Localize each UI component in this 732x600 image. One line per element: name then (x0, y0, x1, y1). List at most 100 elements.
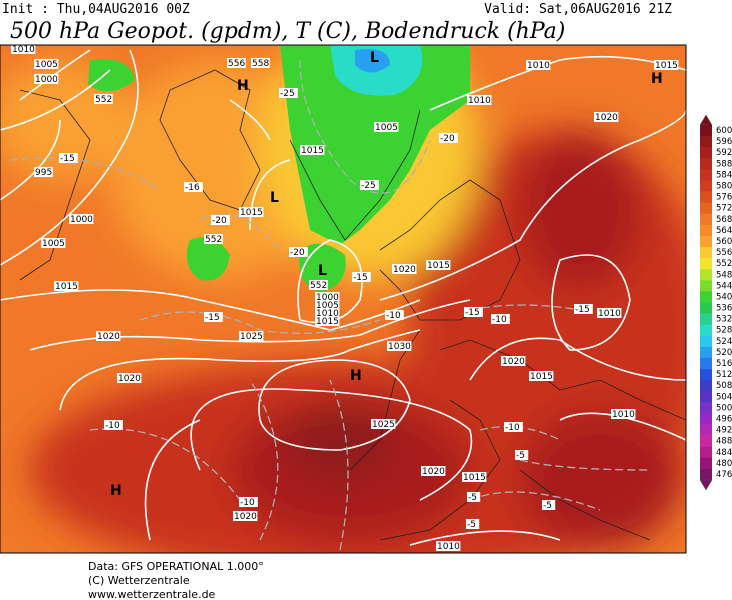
contour-label: -15 (205, 313, 220, 323)
colorbar-arrow (699, 479, 713, 491)
contour-label: -5 (468, 493, 477, 503)
label-background (251, 58, 270, 68)
contour-label: 1005 (316, 301, 339, 311)
colorbar-label: 476 (716, 470, 732, 480)
colorbar-swatch (700, 191, 712, 203)
label-background (467, 492, 481, 502)
label-background (204, 234, 223, 244)
colorbar-swatch (700, 369, 712, 381)
label-background (529, 371, 554, 381)
colorbar-label: 552 (716, 259, 732, 269)
label-background (504, 422, 523, 432)
colorbar-label: 496 (716, 414, 732, 424)
contour-label: 1020 (422, 467, 445, 477)
label-background (467, 95, 492, 105)
label-background (239, 207, 264, 217)
contour-label: 1020 (595, 113, 618, 123)
map-title: 500 hPa Geopot. (gpdm), T (C), Bodendruc… (10, 19, 565, 44)
contour-label: 1005 (375, 123, 398, 133)
colorbar-label: 524 (716, 337, 732, 347)
contour-label: -15 (353, 273, 368, 283)
colorbar-swatch (700, 313, 712, 325)
colorbar-label: 556 (716, 248, 732, 258)
contour-label: 1000 (35, 75, 58, 85)
colorbar-label: 576 (716, 193, 732, 203)
colorbar-label: 540 (716, 292, 732, 302)
colorbar-label: 584 (716, 170, 732, 180)
contour-label: 552 (310, 281, 327, 291)
label-background (352, 272, 371, 282)
colorbar-swatch (700, 402, 712, 414)
colorbar-label: 536 (716, 304, 732, 314)
contour-label: 1010 (612, 410, 635, 420)
colorbar-label: 592 (716, 148, 732, 158)
label-background (385, 310, 404, 320)
label-background (501, 356, 526, 366)
colorbar-swatch (700, 468, 712, 481)
label-background (392, 264, 417, 274)
contour-label: -15 (60, 154, 75, 164)
label-background (574, 304, 593, 314)
colorbar-swatch (700, 247, 712, 259)
footer-line: Data: GFS OPERATIONAL 1.000° (88, 560, 264, 573)
label-background (54, 281, 79, 291)
colorbar-label: 548 (716, 270, 732, 280)
colorbar-swatch (700, 235, 712, 248)
pressure-center: H (110, 483, 122, 499)
label-background (96, 331, 121, 341)
label-background (117, 373, 142, 383)
contour-label: 1015 (301, 146, 324, 156)
label-background (239, 497, 258, 507)
colorbar-swatch (700, 280, 712, 292)
contour-label: 1010 (12, 45, 35, 55)
colorbar-swatch (700, 125, 712, 137)
contour-label: 1015 (240, 208, 263, 218)
contour-label: -10 (105, 421, 120, 431)
contour-label: 1015 (463, 473, 486, 483)
label-background (309, 280, 328, 290)
label-background (374, 122, 399, 132)
footer-line: (C) Wetterzentrale (88, 574, 190, 587)
colorbar-swatch (700, 391, 712, 403)
colorbar-label: 572 (716, 204, 732, 214)
contour-label: -15 (465, 308, 480, 318)
colorbar-swatch (700, 357, 712, 370)
colorbar-swatch (700, 446, 712, 459)
contour-label: -20 (440, 134, 455, 144)
contour-label: -5 (543, 501, 552, 511)
colorbar-swatch (700, 424, 712, 436)
contour-label: -10 (492, 315, 507, 325)
contour-label: 1000 (70, 215, 93, 225)
label-background (436, 541, 461, 551)
colorbar-label: 588 (716, 159, 732, 169)
label-background (315, 316, 340, 326)
label-background (594, 112, 619, 122)
map-field: 1010100510009951000100510151020102010251… (0, 45, 686, 553)
contour-label: 558 (252, 59, 269, 69)
label-background (104, 420, 123, 430)
label-background (360, 180, 379, 190)
contour-label: 1010 (468, 96, 491, 106)
colorbar-label: 560 (716, 237, 732, 247)
label-background (289, 247, 308, 257)
colorbar-label: 600 (716, 126, 732, 136)
label-background (515, 450, 529, 460)
contour-label: 1010 (598, 309, 621, 319)
label-background (491, 314, 510, 324)
colorbar-swatch (700, 435, 712, 448)
colorbar-label: 488 (716, 437, 732, 447)
colorbar-label: 564 (716, 226, 732, 236)
contour-label: 1005 (35, 60, 58, 70)
colorbar-label: 568 (716, 215, 732, 225)
label-background (466, 519, 480, 529)
colorbar-swatch (700, 324, 712, 337)
colorbar-label: 516 (716, 359, 732, 369)
contour-label: 1020 (118, 374, 141, 384)
contour-label: 995 (35, 168, 52, 178)
footer-line: www.wetterzentrale.de (88, 588, 216, 600)
colorbar-swatch (700, 213, 712, 226)
colorbar-swatch (700, 258, 712, 270)
map-frame (0, 44, 687, 554)
init-time: Init : Thu,04AUG2016 00Z (2, 2, 190, 17)
